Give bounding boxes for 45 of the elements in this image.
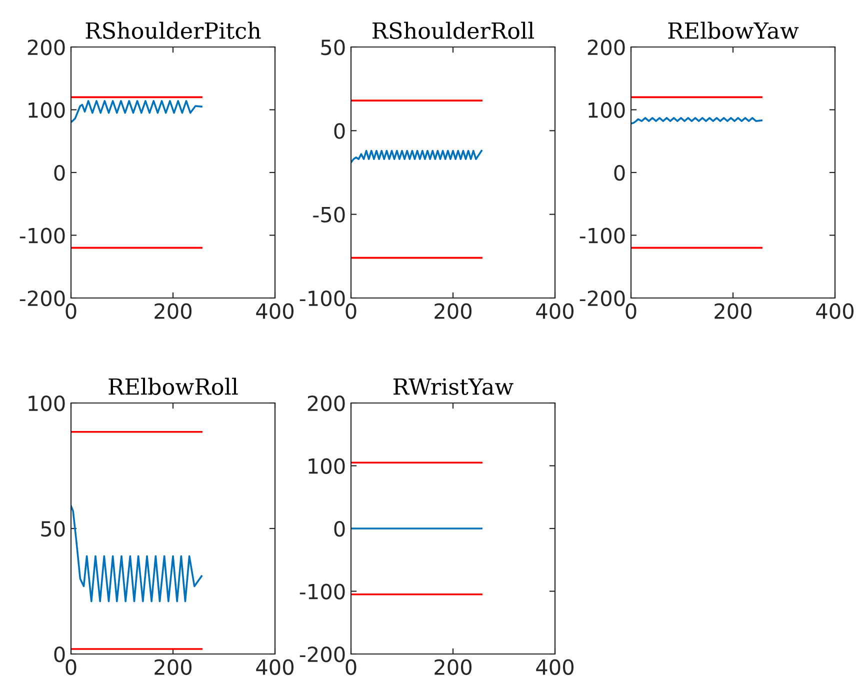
y-tick-label: 0 xyxy=(54,646,65,662)
y-tick-label: 50 xyxy=(321,39,345,56)
y-tick-label: -100 xyxy=(300,584,345,600)
x-tick-label: 0 xyxy=(346,303,356,319)
y-tick-label: -100 xyxy=(20,228,65,244)
x-tick-label: 200 xyxy=(434,659,472,675)
line-series xyxy=(71,505,202,602)
line-series xyxy=(71,100,202,124)
y-tick-label: 200 xyxy=(28,39,65,56)
x-tick-label: 400 xyxy=(256,303,294,319)
chart-title: RElbowRoll xyxy=(108,378,238,395)
y-tick-label: -100 xyxy=(300,290,345,306)
x-tick-label: 0 xyxy=(66,659,76,675)
chart-title: RShoulderRoll xyxy=(372,22,534,39)
chart-title: RWristYaw xyxy=(394,378,514,395)
y-tick-label: 100 xyxy=(28,395,65,412)
chart-title: RElbowYaw xyxy=(668,22,799,39)
x-tick-label: 400 xyxy=(536,303,574,319)
y-tick-label: -50 xyxy=(313,206,345,223)
x-tick-label: 200 xyxy=(154,659,192,675)
chart-title: RShoulderPitch xyxy=(86,22,261,39)
y-tick-label: 100 xyxy=(28,102,65,118)
x-tick-label: 400 xyxy=(536,659,574,675)
x-tick-label: 0 xyxy=(66,303,76,319)
x-tick-label: 0 xyxy=(346,659,356,675)
y-tick-label: -200 xyxy=(300,646,345,662)
y-tick-label: -200 xyxy=(580,290,625,306)
y-tick-label: 50 xyxy=(41,520,65,537)
x-tick-label: 200 xyxy=(714,303,752,319)
x-tick-label: 200 xyxy=(434,303,472,319)
line-series xyxy=(351,150,482,164)
x-tick-label: 0 xyxy=(626,303,636,319)
x-tick-label: 400 xyxy=(816,303,854,319)
y-tick-label: -200 xyxy=(20,290,65,306)
y-tick-label: 200 xyxy=(308,395,345,412)
x-tick-label: 400 xyxy=(256,659,294,675)
y-tick-label: 200 xyxy=(588,39,625,56)
y-tick-label: -100 xyxy=(580,228,625,244)
y-tick-label: 0 xyxy=(334,520,345,537)
x-tick-label: 200 xyxy=(154,303,192,319)
y-tick-label: 100 xyxy=(588,102,625,118)
y-tick-label: 100 xyxy=(308,458,345,474)
y-tick-label: 0 xyxy=(54,164,65,181)
y-tick-label: 0 xyxy=(334,123,345,139)
y-tick-label: 0 xyxy=(614,164,625,181)
